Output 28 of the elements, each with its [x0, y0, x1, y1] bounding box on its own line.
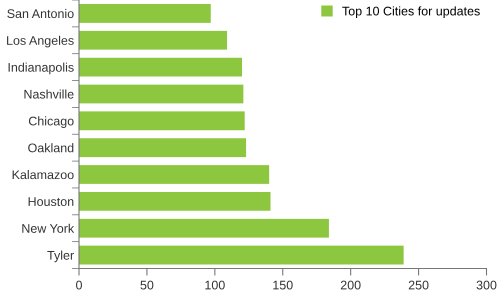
x-tick-label: 150: [273, 280, 293, 290]
y-tick-label: Houston: [28, 197, 74, 206]
bar: [79, 192, 271, 211]
bar: [79, 4, 211, 23]
bar: [79, 111, 245, 130]
x-tick-label: 200: [340, 280, 361, 290]
x-tick-label: 50: [140, 280, 154, 290]
bar: [79, 165, 270, 184]
bar: [79, 30, 228, 50]
x-tick-label: 0: [76, 280, 82, 290]
bar: [79, 218, 329, 238]
bar: [79, 84, 244, 104]
x-tick-label: 100: [205, 280, 225, 290]
y-tick-label: Tyler: [47, 250, 74, 262]
bar: [79, 138, 246, 158]
y-tick-label: Chicago: [28, 116, 74, 128]
bar: [79, 246, 404, 264]
x-tick-label: 300: [476, 280, 496, 290]
y-tick-label: Kalamazoo: [12, 170, 74, 180]
y-tick-label: Oakland: [28, 143, 74, 152]
x-tick-label: 250: [408, 280, 429, 290]
y-tick-label: Nashville: [24, 89, 74, 99]
y-tick-label: New York: [22, 224, 74, 233]
y-tick-label: Los Angeles: [7, 36, 74, 48]
y-tick-label: San Antonio: [7, 8, 74, 18]
y-tick-label: Indianapolis: [8, 62, 74, 74]
legend-label: Top 10 Cities for updates: [342, 6, 480, 18]
bar: [79, 58, 242, 77]
